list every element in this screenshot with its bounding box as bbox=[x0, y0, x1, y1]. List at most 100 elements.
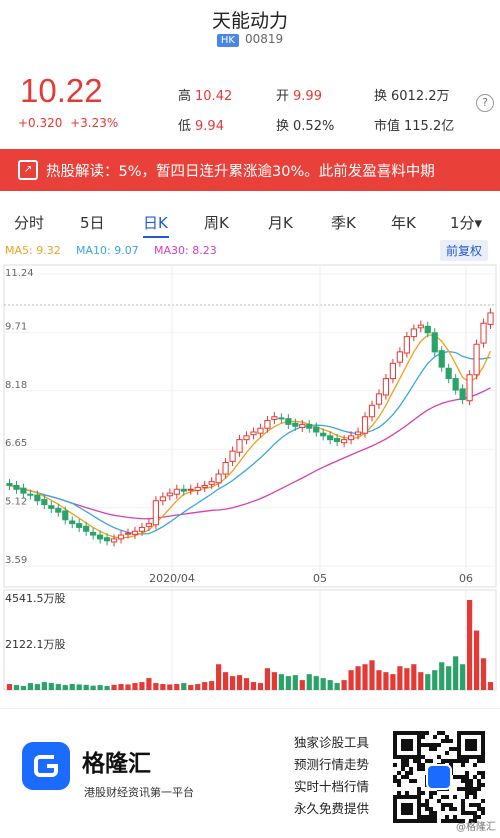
tab-intraday[interactable]: 分时 bbox=[14, 214, 45, 232]
tab-5day[interactable]: 5日 bbox=[80, 214, 105, 232]
candle bbox=[278, 417, 285, 420]
hot-stock-banner[interactable]: ↗ 热股解读：5%，暂四日连升累涨逾30%。此前发盈喜料中期 bbox=[0, 149, 500, 191]
tab-monthly-k[interactable]: 月K bbox=[268, 214, 293, 232]
qr-module bbox=[465, 787, 469, 791]
volume-bar bbox=[362, 664, 368, 690]
qr-module bbox=[425, 807, 429, 811]
candle bbox=[417, 324, 424, 329]
candle bbox=[361, 416, 369, 434]
candle bbox=[27, 493, 34, 496]
qr-module bbox=[421, 819, 425, 823]
qr-module bbox=[417, 787, 421, 791]
volume-bar bbox=[390, 674, 396, 690]
ma10-line bbox=[9, 350, 491, 535]
qr-module bbox=[457, 819, 461, 823]
qr-module bbox=[397, 783, 401, 787]
qr-module bbox=[441, 795, 445, 799]
volume-bar bbox=[285, 676, 291, 690]
qr-code-icon[interactable] bbox=[393, 731, 485, 823]
volume-bar bbox=[306, 674, 312, 690]
qr-module bbox=[437, 743, 441, 747]
qr-module bbox=[465, 759, 469, 763]
volume-labels: 4541.5万股 2122.1万股 bbox=[5, 592, 66, 651]
volume-bar bbox=[460, 664, 466, 690]
candle bbox=[6, 483, 13, 486]
candle bbox=[347, 435, 355, 441]
qr-module bbox=[449, 807, 453, 811]
qr-module bbox=[405, 791, 409, 795]
volume-bar bbox=[250, 682, 257, 690]
last-price: 10.22 bbox=[20, 72, 103, 109]
qr-module bbox=[425, 819, 429, 823]
candle bbox=[368, 404, 376, 418]
kline-chart[interactable]: 11.24 9.71 8.18 6.65 5.12 3.59 2020/04 05 06 45… bbox=[0, 260, 500, 700]
qr-module bbox=[465, 779, 469, 783]
volume-bar bbox=[271, 672, 277, 690]
tab-weekly-k[interactable]: 周K bbox=[204, 214, 229, 232]
volume-bar bbox=[432, 670, 438, 690]
qr-module bbox=[401, 775, 405, 779]
footer-divider bbox=[0, 708, 500, 709]
candle bbox=[124, 532, 132, 535]
volume-bar bbox=[202, 682, 208, 690]
y-axis-labels: 11.24 9.71 8.18 6.65 5.12 3.59 bbox=[5, 268, 34, 566]
qr-module bbox=[425, 731, 429, 735]
qr-module bbox=[461, 811, 465, 815]
qr-module bbox=[437, 731, 441, 735]
active-tab-indicator bbox=[143, 236, 169, 238]
trend-icon: ↗ bbox=[18, 160, 38, 180]
qr-module bbox=[425, 743, 429, 747]
candle bbox=[236, 439, 243, 453]
volume-bar bbox=[383, 672, 389, 690]
qr-module bbox=[481, 775, 485, 779]
volume-bar bbox=[90, 685, 96, 690]
qr-module bbox=[425, 759, 429, 763]
volume-bar bbox=[487, 682, 494, 690]
qr-module bbox=[453, 759, 457, 763]
qr-module bbox=[405, 775, 409, 779]
tab-1min-dropdown[interactable]: 1分▾ bbox=[450, 214, 483, 232]
ma30-line bbox=[9, 387, 491, 520]
qr-module bbox=[417, 767, 421, 771]
candle bbox=[424, 325, 431, 334]
qr-module bbox=[433, 735, 437, 739]
promo-line-2: 预测行情走势 bbox=[294, 757, 370, 772]
qr-module bbox=[429, 759, 433, 763]
qr-module bbox=[461, 787, 465, 791]
volume-bar bbox=[480, 658, 487, 690]
stat-amount: 换 6012.2万 bbox=[374, 89, 450, 104]
tab-quarterly-k[interactable]: 季K bbox=[331, 214, 356, 232]
x-tick-label: 2020/04 bbox=[149, 572, 195, 585]
adjust-button[interactable]: 前复权 bbox=[440, 240, 489, 261]
qr-module bbox=[469, 779, 473, 783]
volume-bar bbox=[473, 630, 480, 690]
y-tick-label: 9.71 bbox=[5, 321, 27, 332]
qr-module bbox=[429, 807, 433, 811]
qr-module bbox=[393, 775, 397, 779]
qr-module bbox=[429, 795, 433, 799]
qr-module bbox=[445, 803, 449, 807]
candle bbox=[250, 431, 257, 436]
qr-module bbox=[429, 747, 433, 751]
qr-module bbox=[437, 799, 441, 803]
volume-bar bbox=[111, 684, 117, 690]
volume-bar bbox=[69, 684, 75, 690]
qr-module bbox=[445, 739, 449, 743]
qr-module bbox=[429, 791, 433, 795]
volume-bar bbox=[27, 683, 33, 690]
qr-module bbox=[421, 743, 425, 747]
tab-yearly-k[interactable]: 年K bbox=[391, 214, 416, 232]
volume-bar bbox=[41, 682, 47, 690]
qr-module bbox=[401, 759, 405, 763]
volume-bar bbox=[34, 684, 40, 690]
stat-mktcap: 市值 115.2亿 bbox=[374, 119, 455, 134]
volume-bar bbox=[411, 664, 417, 690]
volume-bar bbox=[229, 676, 236, 690]
change-value: +0.320 bbox=[18, 116, 63, 130]
price-change: +0.320 +3.23% bbox=[18, 116, 118, 130]
x-tick-label: 06 bbox=[459, 572, 473, 585]
help-icon[interactable]: ? bbox=[476, 94, 494, 112]
qr-module bbox=[477, 815, 481, 819]
volume-bar bbox=[76, 684, 82, 690]
tab-daily-k[interactable]: 日K bbox=[143, 214, 168, 232]
